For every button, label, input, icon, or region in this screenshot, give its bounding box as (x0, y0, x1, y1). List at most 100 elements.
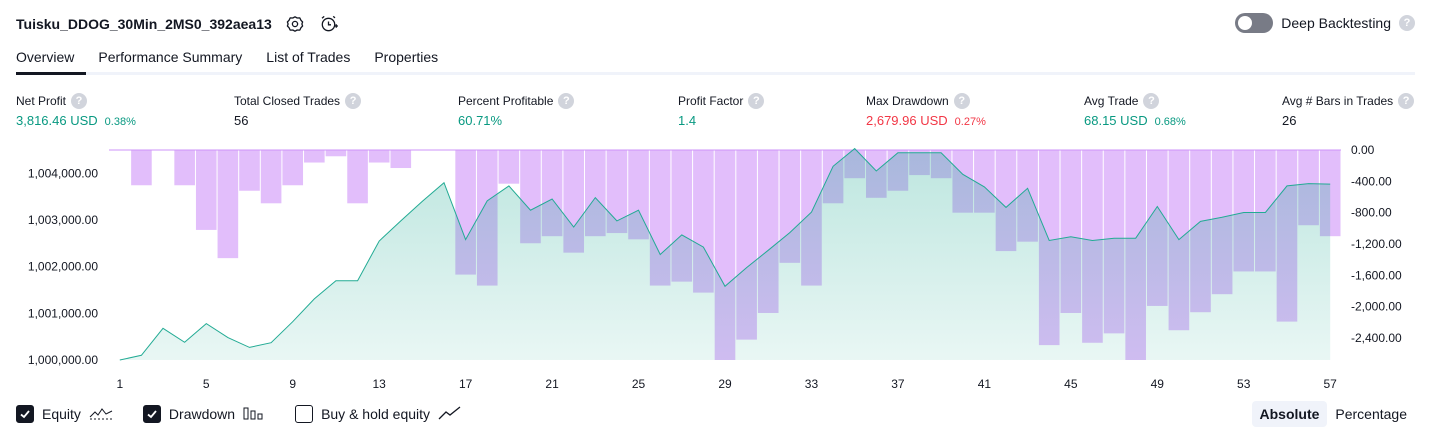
legend-buy-hold-toggle[interactable]: Buy & hold equity (295, 405, 462, 424)
metric-value: 2,679.96 USD (866, 113, 948, 128)
y-left-tick-label: 1,004,000.00 (28, 166, 98, 180)
legend-equity-label: Equity (42, 406, 81, 422)
absolute-button[interactable]: Absolute (1251, 401, 1328, 427)
metric-net-profit: Net Profit? 3,816.46 USD 0.38% (16, 93, 136, 128)
info-icon[interactable]: ? (1143, 93, 1160, 109)
equity-line (119, 147, 1331, 361)
tab-properties[interactable]: Properties (374, 49, 439, 65)
deep-backtesting-help-icon[interactable]: ? (1399, 15, 1415, 31)
legend-drawdown-toggle[interactable]: Drawdown (142, 405, 265, 424)
y-left-tick-label: 1,000,000.00 (28, 353, 98, 367)
legend-buy-hold-label: Buy & hold equity (321, 406, 431, 422)
metric-label: Profit Factor (678, 94, 744, 108)
drawdown-bar (282, 150, 304, 186)
y-left-tick-label: 1,003,000.00 (28, 213, 98, 227)
x-tick-label: 49 (1151, 377, 1165, 391)
x-tick-label: 25 (632, 377, 646, 391)
drawdown-bar (347, 150, 368, 204)
metric-label: Max Drawdown (866, 94, 949, 108)
percentage-button[interactable]: Percentage (1335, 406, 1407, 422)
metric-percent: 0.38% (104, 116, 136, 128)
info-icon[interactable]: ? (71, 93, 88, 109)
add-alert-icon[interactable] (318, 13, 340, 35)
equity-line-icon (89, 405, 113, 424)
metric-percent: 0.27% (954, 116, 986, 128)
y-right-tick-label: 0.00 (1351, 143, 1375, 157)
y-right-tick-label: -2,000.00 (1351, 300, 1402, 314)
x-tick-label: 33 (805, 377, 819, 391)
value-mode-switch: Absolute Percentage (1251, 401, 1416, 427)
info-icon[interactable]: ? (748, 93, 765, 109)
tab-performance-summary[interactable]: Performance Summary (98, 49, 243, 65)
metric-value: 56 (234, 113, 249, 128)
legend-drawdown-label: Drawdown (168, 406, 236, 422)
metrics-row: Net Profit? 3,816.46 USD 0.38% Total Clos… (16, 93, 1415, 133)
x-tick-label: 17 (459, 377, 473, 391)
y-right-tick-label: -1,600.00 (1351, 268, 1402, 282)
info-icon[interactable]: ? (345, 93, 362, 109)
drawdown-bar (217, 150, 239, 259)
y-left-tick-label: 1,001,000.00 (28, 306, 98, 320)
equity-drawdown-chart: 1,000,000.00 1,001,000.00 1,002,000.00 1,00… (28, 143, 1402, 391)
info-icon[interactable]: ? (558, 93, 575, 109)
metric-value: 60.71% (458, 113, 503, 128)
settings-icon[interactable] (284, 13, 306, 35)
y-right-tick-label: -1,200.00 (1351, 237, 1402, 251)
drawdown-bar (325, 150, 347, 157)
tab-list-of-trades[interactable]: List of Trades (266, 49, 351, 65)
equity-area (119, 147, 1331, 361)
metric-value: 3,816.46 USD (16, 113, 98, 128)
metric-percent: 0.68% (1154, 116, 1186, 128)
metric-label: Avg # Bars in Trades (1282, 94, 1394, 108)
info-icon[interactable]: ? (953, 93, 970, 109)
drawdown-bar (390, 150, 412, 169)
drawdown-bar (260, 150, 282, 204)
metric-value: 68.15 USD (1084, 113, 1148, 128)
metric-avg-trade: Avg Trade? 68.15 USD 0.68% (1084, 93, 1186, 128)
equity-checkbox[interactable] (16, 405, 34, 423)
drawdown-bar (174, 150, 195, 186)
drawdown-bar (195, 150, 217, 230)
metric-label: Percent Profitable (458, 94, 554, 108)
deep-backtesting-label: Deep Backtesting (1281, 15, 1391, 31)
drawdown-bar (304, 150, 325, 163)
x-tick-label: 1 (116, 377, 123, 391)
x-tick-label: 21 (545, 377, 559, 391)
metric-total-closed-trades: Total Closed Trades? 56 (234, 93, 362, 128)
x-tick-label: 29 (718, 377, 732, 391)
drawdown-bar (368, 150, 390, 163)
metric-avg-bars-in-trades: Avg # Bars in Trades? 26 (1282, 93, 1415, 128)
tab-bar: Overview Performance Summary List of Tra… (16, 45, 1415, 75)
x-tick-label: 57 (1324, 377, 1338, 391)
drawdown-bars-icon (243, 405, 265, 424)
buy-hold-checkbox[interactable] (295, 405, 314, 423)
deep-backtesting-toggle[interactable] (1235, 13, 1274, 33)
drawdown-checkbox[interactable] (142, 405, 161, 423)
chart-legend: Equity Drawdown Buy & hold equity (16, 404, 492, 424)
chart-axes: 1,000,000.00 1,001,000.00 1,002,000.00 1,00… (28, 143, 1402, 391)
info-icon[interactable]: ? (1398, 93, 1415, 109)
drawdown-bar (498, 150, 520, 184)
metric-value: 26 (1282, 113, 1297, 128)
buy-hold-line-icon (438, 405, 462, 424)
drawdown-bar (606, 150, 628, 234)
x-tick-label: 5 (203, 377, 210, 391)
x-tick-label: 9 (289, 377, 296, 391)
legend-equity-toggle[interactable]: Equity (16, 405, 113, 424)
strategy-name: Tuisku_DDOG_30Min_2MS0_392aea13 (16, 16, 272, 32)
y-right-tick-label: -800.00 (1351, 206, 1392, 220)
y-left-tick-label: 1,002,000.00 (28, 260, 98, 274)
metric-max-drawdown: Max Drawdown? 2,679.96 USD 0.27% (866, 93, 986, 128)
tab-overview[interactable]: Overview (16, 45, 87, 75)
y-right-tick-label: -2,400.00 (1351, 331, 1402, 345)
x-tick-label: 37 (891, 377, 905, 391)
drawdown-bar (239, 150, 260, 191)
metric-label: Avg Trade (1084, 94, 1139, 108)
metric-label: Net Profit (16, 94, 67, 108)
x-tick-label: 45 (1064, 377, 1078, 391)
x-tick-label: 53 (1237, 377, 1251, 391)
x-tick-label: 41 (978, 377, 992, 391)
metric-percent-profitable: Percent Profitable? 60.71% (458, 93, 575, 128)
title-bar: Tuisku_DDOG_30Min_2MS0_392aea13 (16, 12, 340, 36)
deep-backtesting-control: Deep Backtesting ? (1235, 13, 1415, 33)
